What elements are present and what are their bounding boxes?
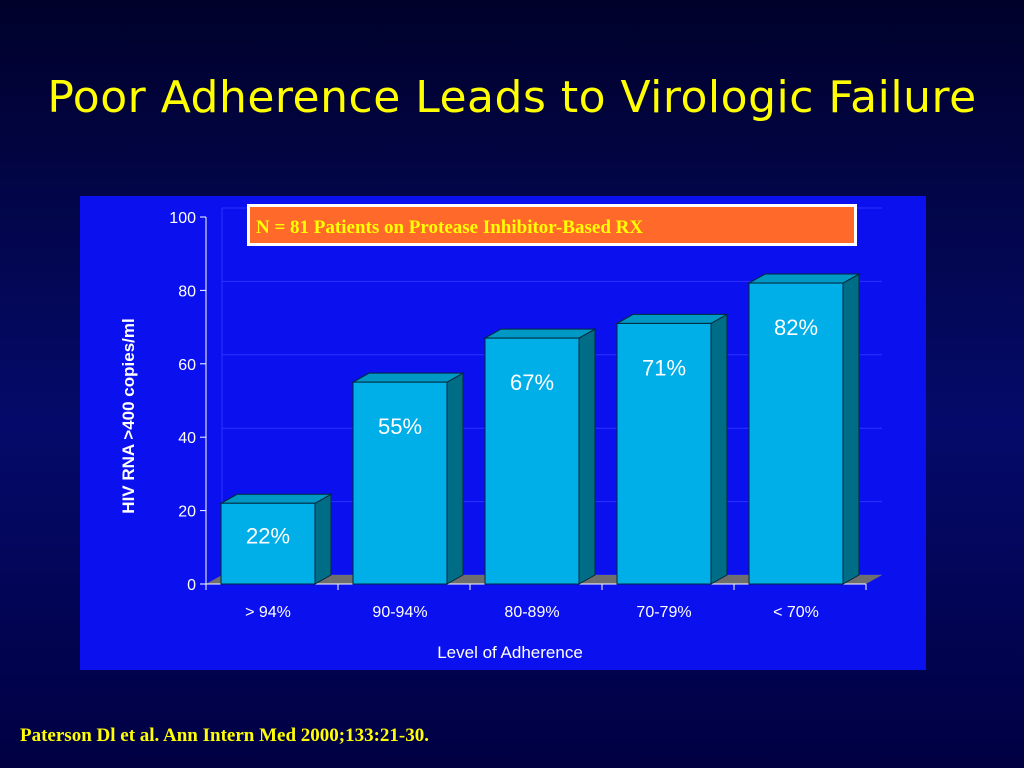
x-tick-label: 70-79% — [636, 604, 691, 621]
bar-side-face — [446, 372, 464, 585]
chart-panel: 0 20 40 60 80 100 22% > 94% 55% 90-94% 67% 80-89% 71… — [80, 196, 926, 670]
bar-side-face — [578, 328, 596, 585]
bar — [615, 313, 729, 585]
y-tick-label: 40 — [178, 430, 196, 447]
data-label: 55% — [378, 414, 422, 439]
slide-title: Poor Adherence Leads to Virologic Failur… — [47, 72, 977, 123]
bar-side-face — [314, 493, 332, 585]
x-tick-label: < 70% — [773, 604, 819, 621]
x-tick-label: > 94% — [245, 604, 291, 621]
y-tick-label: 20 — [178, 504, 196, 521]
data-label: 67% — [510, 370, 554, 395]
bar-top-face — [351, 372, 465, 383]
bar — [219, 493, 333, 585]
bar-front-face — [220, 502, 316, 585]
y-tick-label: 60 — [178, 357, 196, 374]
x-tick-label: 80-89% — [504, 604, 559, 621]
bar-front-face — [484, 337, 580, 585]
annotation-fill — [250, 207, 854, 243]
x-axis-title: Level of Adherence — [437, 643, 583, 662]
data-label: 71% — [642, 355, 686, 380]
bar-chart: 0 20 40 60 80 100 22% > 94% 55% 90-94% 67% 80-89% 71… — [119, 204, 882, 662]
y-tick-label: 80 — [178, 283, 196, 300]
y-tick-label: 100 — [169, 210, 196, 227]
x-tick-label: 90-94% — [372, 604, 427, 621]
bar-top-face — [219, 493, 333, 504]
annotation-box: N = 81 Patients on Protease Inhibitor-Ba… — [247, 204, 857, 246]
y-tick-label: 0 — [187, 577, 196, 594]
bar-top-face — [615, 313, 729, 324]
bar — [747, 273, 861, 585]
y-axis-title: HIV RNA >400 copies/ml — [119, 318, 138, 513]
bar-front-face — [616, 322, 712, 585]
bar — [351, 372, 465, 585]
bar-front-face — [352, 381, 448, 585]
data-label: 82% — [774, 315, 818, 340]
bar-side-face — [710, 313, 728, 585]
data-label: 22% — [246, 523, 290, 548]
bar-top-face — [747, 273, 861, 284]
citation-text: Paterson Dl et al. Ann Intern Med 2000;1… — [20, 725, 429, 746]
bar — [483, 328, 597, 585]
bar-top-face — [483, 328, 597, 339]
bar-side-face — [842, 273, 860, 585]
bar-front-face — [748, 282, 844, 585]
annotation-text: N = 81 Patients on Protease Inhibitor-Ba… — [256, 217, 643, 238]
